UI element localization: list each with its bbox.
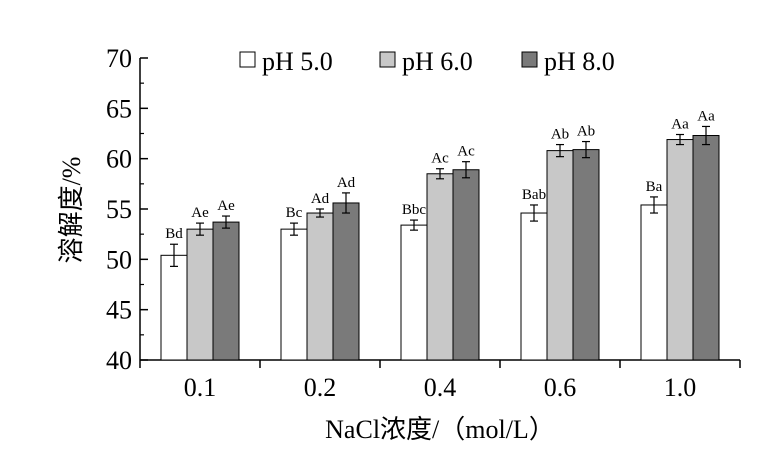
x-tick-label: 1.0 xyxy=(664,373,697,402)
legend-label: pH 5.0 xyxy=(262,47,333,76)
legend-swatch xyxy=(239,51,256,68)
y-tick-label: 60 xyxy=(106,145,132,174)
bar xyxy=(426,173,454,361)
bar xyxy=(186,228,214,361)
x-axis-title: NaCl浓度/（mol/L） xyxy=(325,415,555,444)
y-tick-label: 55 xyxy=(106,195,132,224)
bar xyxy=(280,228,308,361)
bar xyxy=(666,139,694,361)
x-tick-label: 0.1 xyxy=(184,373,217,402)
bar xyxy=(212,221,240,361)
y-tick-label: 65 xyxy=(106,94,132,123)
bar xyxy=(452,169,480,361)
bars: Bd Ae Ae Bc Ad Ad Bbc Ac Ac Bab Ab Ab Ba Aa Aa xyxy=(160,108,720,361)
data-label: Ab xyxy=(577,124,595,140)
bar xyxy=(572,149,600,361)
legend-swatch xyxy=(521,51,538,68)
data-label: Ae xyxy=(191,205,209,221)
x-tick-label: 0.4 xyxy=(424,373,457,402)
bar xyxy=(160,254,188,361)
y-tick-label: 45 xyxy=(106,296,132,325)
axes: 40 45 50 55 60 65 70 0.1 0.2 0.4 0.6 1.0 xyxy=(106,44,741,402)
data-label: Bc xyxy=(286,205,303,221)
data-label: Ad xyxy=(337,175,356,191)
bar xyxy=(332,202,360,361)
bar xyxy=(520,212,548,361)
legend-label: pH 8.0 xyxy=(544,47,615,76)
bar xyxy=(306,212,334,361)
legend-label: pH 6.0 xyxy=(402,47,473,76)
x-tick-label: 0.2 xyxy=(304,373,337,402)
y-tick-label: 50 xyxy=(106,245,132,274)
y-tick-label: 70 xyxy=(106,44,132,73)
y-axis-title: 溶解度/% xyxy=(57,157,86,264)
data-label: Ae xyxy=(217,198,235,214)
data-label: Aa xyxy=(697,108,715,124)
legend-swatch xyxy=(379,51,396,68)
data-label: Bd xyxy=(165,226,183,242)
bar xyxy=(546,150,574,361)
data-label: Bab xyxy=(522,187,546,203)
data-label: Aa xyxy=(671,117,689,133)
data-label: Ab xyxy=(551,127,569,143)
data-label: Ba xyxy=(646,179,663,195)
x-tick-label: 0.6 xyxy=(544,373,577,402)
data-label: Ac xyxy=(431,151,449,167)
bar xyxy=(400,224,428,361)
legend: pH 5.0 pH 6.0 pH 8.0 xyxy=(239,47,615,76)
y-tick-label: 40 xyxy=(106,346,132,375)
data-label: Bbc xyxy=(402,202,427,218)
data-label: Ac xyxy=(457,144,475,160)
data-label: Ad xyxy=(311,191,330,207)
bar xyxy=(692,135,720,361)
bar xyxy=(640,204,668,361)
